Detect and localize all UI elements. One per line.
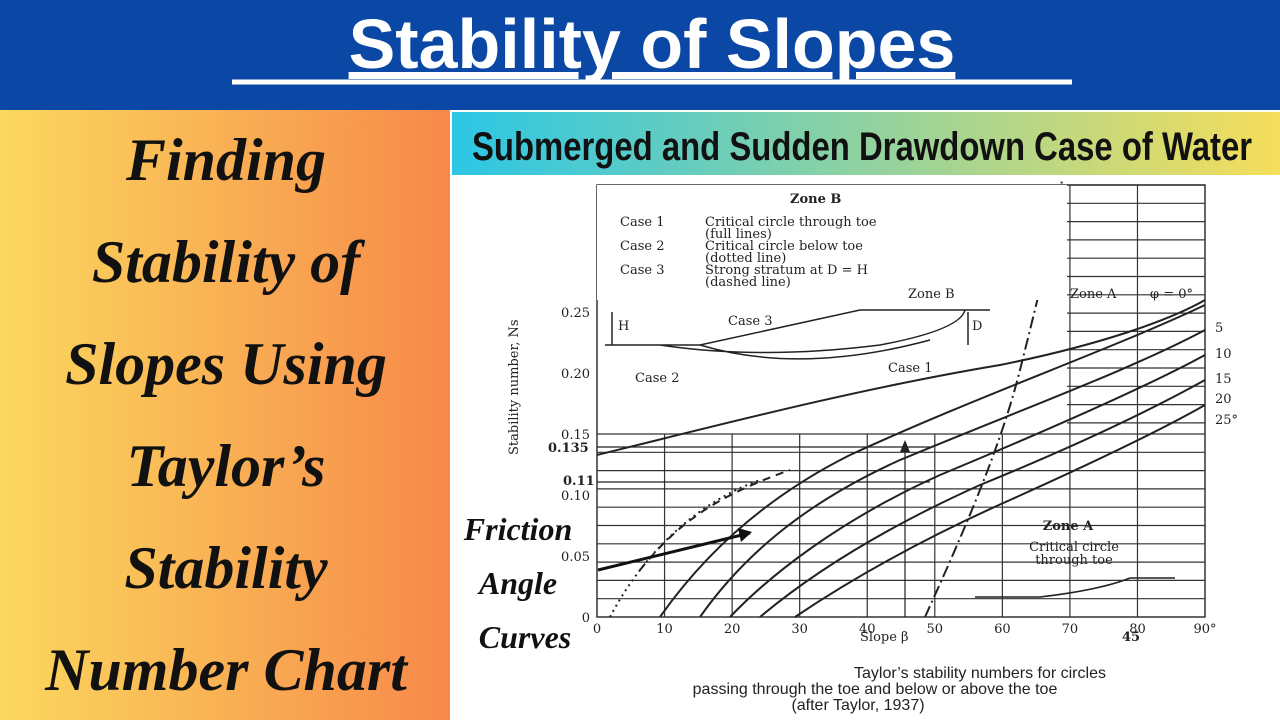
- phi-label: 5: [1215, 321, 1223, 336]
- right-header: Submerged and Sudden Drawdown Case of Wa…: [472, 125, 1252, 169]
- legend-desc: Strong stratum at D = H: [705, 263, 868, 278]
- dashed-curve: [639, 469, 791, 571]
- y-tick-label: 0.05: [561, 550, 590, 565]
- curve: [729, 354, 1206, 618]
- figure-text: through toe: [1035, 553, 1113, 568]
- dotted-curve: [609, 479, 761, 618]
- figure-text: Zone A: [1070, 287, 1117, 302]
- caption: Taylor’s stability numbers for circles: [854, 665, 1106, 682]
- x-tick-label: 0: [593, 622, 601, 637]
- sketch-label: H: [618, 319, 629, 334]
- sketch-lines: [605, 309, 990, 360]
- left-panel: [0, 110, 450, 720]
- caption: (after Taylor, 1937): [791, 697, 924, 714]
- curve: [659, 304, 1206, 618]
- phi-label: 15: [1215, 372, 1232, 387]
- curve: [759, 379, 1206, 618]
- marker-arrow: [900, 440, 910, 452]
- overlay-text: Angle: [477, 565, 557, 601]
- caption: passing through the toe and below or abo…: [693, 681, 1058, 698]
- left-line: Taylor’s: [127, 433, 326, 499]
- legend-desc: (full lines): [705, 227, 772, 242]
- marker-label: 0.11: [563, 474, 595, 489]
- x-tick-label: 40: [859, 622, 876, 637]
- left-line: Stability: [124, 535, 328, 601]
- marker-label: 45: [1122, 630, 1140, 645]
- grid: [597, 184, 1205, 617]
- phi-label: 10: [1215, 347, 1232, 362]
- figure-text: Zone B: [908, 287, 955, 302]
- sketch-dim: [611, 312, 969, 345]
- legend-case: Case 1: [620, 215, 664, 230]
- sketch-label: Case 2: [635, 371, 679, 386]
- y-tick-label: 0: [582, 611, 590, 626]
- figure-text: Zone A: [1043, 519, 1094, 534]
- legend-desc: (dashed line): [705, 275, 791, 290]
- legend-case: Case 3: [620, 263, 664, 278]
- y-tick-label: 0.20: [561, 367, 590, 382]
- y-tick-label: 0.25: [561, 306, 590, 321]
- overlay-text: Curves: [479, 619, 571, 655]
- left-line: Number Chart: [44, 637, 409, 703]
- x-tick-label: 80: [1129, 622, 1146, 637]
- left-line: Slopes Using: [65, 331, 387, 397]
- phi-label: 20: [1215, 392, 1232, 407]
- sketch-label: D: [972, 319, 982, 334]
- curve: [699, 329, 1206, 618]
- legend-bg: [597, 185, 1067, 300]
- x-tick-label: 70: [1062, 622, 1079, 637]
- sketch: [605, 309, 1175, 598]
- legend-desc: Critical circle below toe: [705, 239, 863, 254]
- left-line: Finding: [125, 127, 326, 193]
- x-tick-label: 20: [724, 622, 741, 637]
- x-tick-label: 60: [994, 622, 1011, 637]
- figure-text: Critical circle: [1029, 540, 1119, 555]
- left-text: Finding Stability of Slopes Using Taylor’s S…: [44, 127, 409, 703]
- overlay-arrowhead: [738, 528, 752, 542]
- phi-label: 25°: [1215, 413, 1238, 428]
- right-header-bg: [452, 112, 1280, 175]
- x-tick-label: 10: [656, 622, 673, 637]
- figure-text: Slope β: [860, 630, 909, 645]
- sketch-label: Case 3: [728, 314, 772, 329]
- top-banner: [0, 0, 1280, 110]
- y-axis-title: Stability number, Ns: [507, 319, 522, 455]
- overlay-arrow: [597, 531, 751, 572]
- legend-case: Case 2: [620, 239, 664, 254]
- marker-lines: [597, 446, 930, 483]
- left-line: Stability of: [92, 229, 365, 295]
- marker-label: 0.135: [548, 441, 589, 456]
- x-tick-label: 90°: [1194, 622, 1217, 637]
- zone-a-sketch: [975, 577, 1175, 598]
- legend-desc: Critical circle through toe: [705, 215, 877, 230]
- x-tick-label: 30: [791, 622, 808, 637]
- x-tick-label: 50: [927, 622, 944, 637]
- overlay-text: Friction: [463, 511, 572, 547]
- sketch-label: Case 1: [888, 361, 932, 376]
- curve: [794, 404, 1206, 618]
- curve: [596, 299, 1206, 456]
- figure-text: Zone B: [790, 192, 841, 207]
- legend-desc: (dotted line): [705, 251, 786, 266]
- y-tick-label: 0.10: [561, 489, 590, 504]
- title: Stability of Slopes: [349, 5, 956, 83]
- y-tick-label: 0.15: [561, 428, 590, 443]
- phi-label: φ = 0°: [1150, 287, 1193, 302]
